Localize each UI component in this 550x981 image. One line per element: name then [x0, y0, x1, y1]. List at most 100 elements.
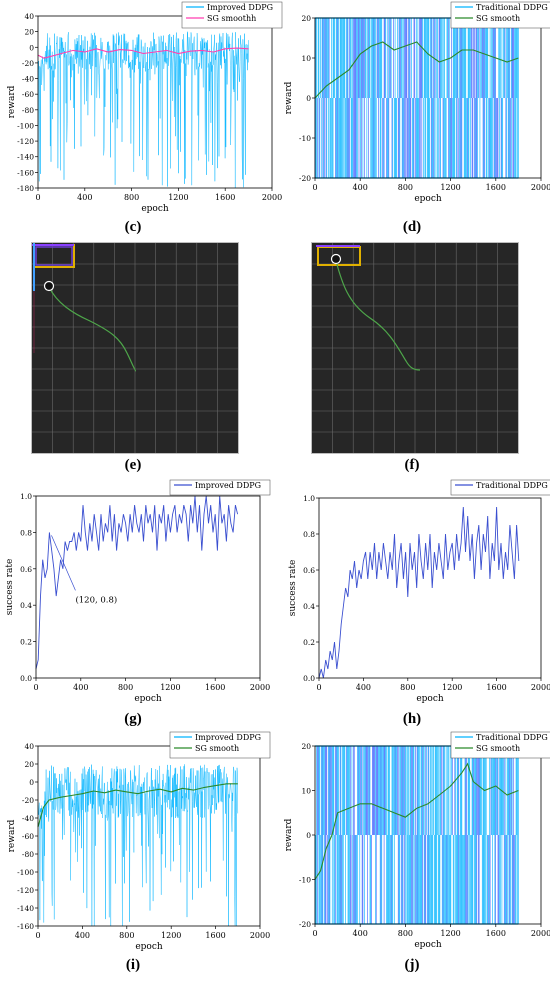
- series-0-bars: [314, 17, 519, 179]
- y-tick-label: -160: [17, 168, 34, 177]
- x-tick-label: 400: [356, 683, 371, 692]
- x-tick-label: 1200: [160, 683, 180, 692]
- sim-e-path: [48, 286, 137, 372]
- sim-e-grid: [32, 243, 238, 453]
- y-tick-label: 0.6: [303, 566, 315, 575]
- legend-entry-0: Improved DDPG: [195, 733, 261, 742]
- y-tick-label: 20: [24, 28, 34, 37]
- x-tick-label: 1200: [161, 931, 181, 940]
- y-tick-label: -40: [22, 814, 34, 823]
- axis-ticks: 0 400 800 1200 1600 2000 20 10 0 -10 -20: [299, 14, 550, 192]
- y-tick-label: 10: [301, 787, 311, 796]
- x-tick-label: 1200: [440, 183, 460, 192]
- x-tick-label: 400: [353, 183, 368, 192]
- legend-entry-1: SG smooth: [195, 744, 239, 753]
- simulation-e-svg: [32, 243, 238, 453]
- caption-j: (j): [404, 957, 420, 973]
- plot-frame: [37, 15, 273, 189]
- y-tick-label: 1.0: [303, 494, 315, 503]
- x-axis-label: epoch: [141, 204, 169, 214]
- series-1-line: [37, 47, 249, 59]
- x-axis-label: epoch: [135, 942, 163, 952]
- y-tick-label: 0: [29, 778, 34, 787]
- series-0-line: [37, 31, 249, 189]
- y-tick-label: -140: [17, 153, 34, 162]
- x-tick-label: 0: [316, 683, 321, 692]
- chart-j: 0 400 800 1200 1600 2000 20 10 0 -10 -20 epoch rewar…: [275, 730, 550, 955]
- y-tick-label: 0.8: [20, 528, 32, 537]
- legend-entry-0: Traditional DDPG: [476, 481, 548, 490]
- x-tick-label: 1600: [486, 929, 506, 938]
- y-tick-label: 0: [29, 43, 34, 52]
- y-tick-label: 10: [301, 54, 311, 63]
- x-tick-label: 800: [398, 183, 413, 192]
- x-tick-label: 1600: [486, 183, 506, 192]
- series-1-line: [37, 783, 238, 828]
- caption-i: (i): [125, 957, 141, 973]
- y-tick-label: -120: [17, 886, 34, 895]
- legend-entry-0: Traditional DDPG: [476, 3, 548, 12]
- caption-d: (d): [402, 219, 422, 235]
- legend: Improved DDPG SG smooth: [169, 731, 271, 759]
- x-tick-label: 400: [75, 931, 90, 940]
- y-axis-label: success rate: [288, 560, 298, 617]
- y-axis-label: success rate: [5, 559, 15, 616]
- x-tick-label: 0: [35, 931, 40, 940]
- series-group: [314, 745, 519, 925]
- chart-c-svg: 0 400 800 1200 1600 2000 40 20 0 -20 -40 -60 -80 -100…: [7, 1, 283, 214]
- axis-ticks: 0 400 800 1200 1600 2000 1.0 0.8 0.6 0.4 0.2 0.0: [20, 492, 270, 692]
- x-tick-label: 800: [118, 683, 133, 692]
- y-tick-label: 20: [24, 760, 34, 769]
- chart-c: 0 400 800 1200 1600 2000 40 20 0 -20 -40 -60 -80 -100…: [0, 0, 283, 220]
- x-axis-label: epoch: [414, 940, 442, 950]
- x-axis-label: epoch: [416, 694, 444, 704]
- x-tick-label: 2000: [531, 929, 550, 938]
- x-tick-label: 2000: [531, 683, 550, 692]
- annotation-label: (120, 0.8): [75, 594, 117, 605]
- series-group: [314, 17, 519, 179]
- y-tick-label: -20: [299, 920, 311, 929]
- y-tick-label: 1.0: [20, 492, 32, 501]
- y-tick-label: -180: [17, 184, 34, 193]
- x-axis-label: epoch: [134, 694, 162, 704]
- y-tick-label: 40: [24, 12, 34, 21]
- chart-d: 0 400 800 1200 1600 2000 20 10 0 -10 -20 epoch rewar…: [275, 0, 550, 220]
- x-axis-label: epoch: [414, 194, 442, 204]
- y-tick-label: -20: [22, 59, 34, 68]
- y-tick-label: -120: [17, 137, 34, 146]
- x-tick-label: 0: [33, 683, 38, 692]
- y-tick-label: -100: [17, 868, 34, 877]
- y-tick-label: 20: [301, 742, 311, 751]
- y-tick-label: -20: [22, 796, 34, 805]
- series-group: [37, 31, 249, 189]
- y-tick-label: 0.4: [20, 601, 32, 610]
- legend-entry-1: SG smoothh: [207, 14, 256, 23]
- legend: Improved DDPG SG smoothh: [181, 1, 283, 29]
- x-tick-label: 0: [312, 183, 317, 192]
- x-tick-label: 1200: [440, 929, 460, 938]
- y-tick-label: -160: [17, 922, 34, 931]
- chart-h: 0 400 800 1200 1600 2000 1.0 0.8 0.6 0.4 0.2 0.0 epo…: [275, 478, 550, 710]
- x-tick-label: 800: [400, 683, 415, 692]
- y-tick-label: 0.0: [20, 674, 32, 683]
- simulation-f: [311, 242, 519, 454]
- x-tick-label: 1600: [215, 193, 235, 202]
- y-tick-label: 0.2: [303, 638, 315, 647]
- x-tick-label: 400: [353, 929, 368, 938]
- legend-box: [450, 731, 550, 759]
- legend: Traditional DDPG: [450, 479, 550, 496]
- y-tick-label: 0: [306, 831, 311, 840]
- series-0-line: [318, 506, 520, 679]
- x-tick-label: 1600: [205, 683, 225, 692]
- y-tick-label: 0.0: [303, 674, 315, 683]
- y-axis-label: reward: [7, 819, 17, 852]
- legend-entry-0: Improved DDPG: [207, 3, 273, 12]
- plot-frame: [35, 495, 261, 679]
- legend-box: [169, 731, 271, 759]
- series-0-line: [37, 764, 239, 927]
- series-group: [318, 506, 520, 679]
- simulation-e: [31, 242, 239, 454]
- agent-icon: [330, 253, 342, 265]
- y-axis-label: reward: [284, 818, 294, 851]
- legend: Improved DDPG: [169, 479, 271, 496]
